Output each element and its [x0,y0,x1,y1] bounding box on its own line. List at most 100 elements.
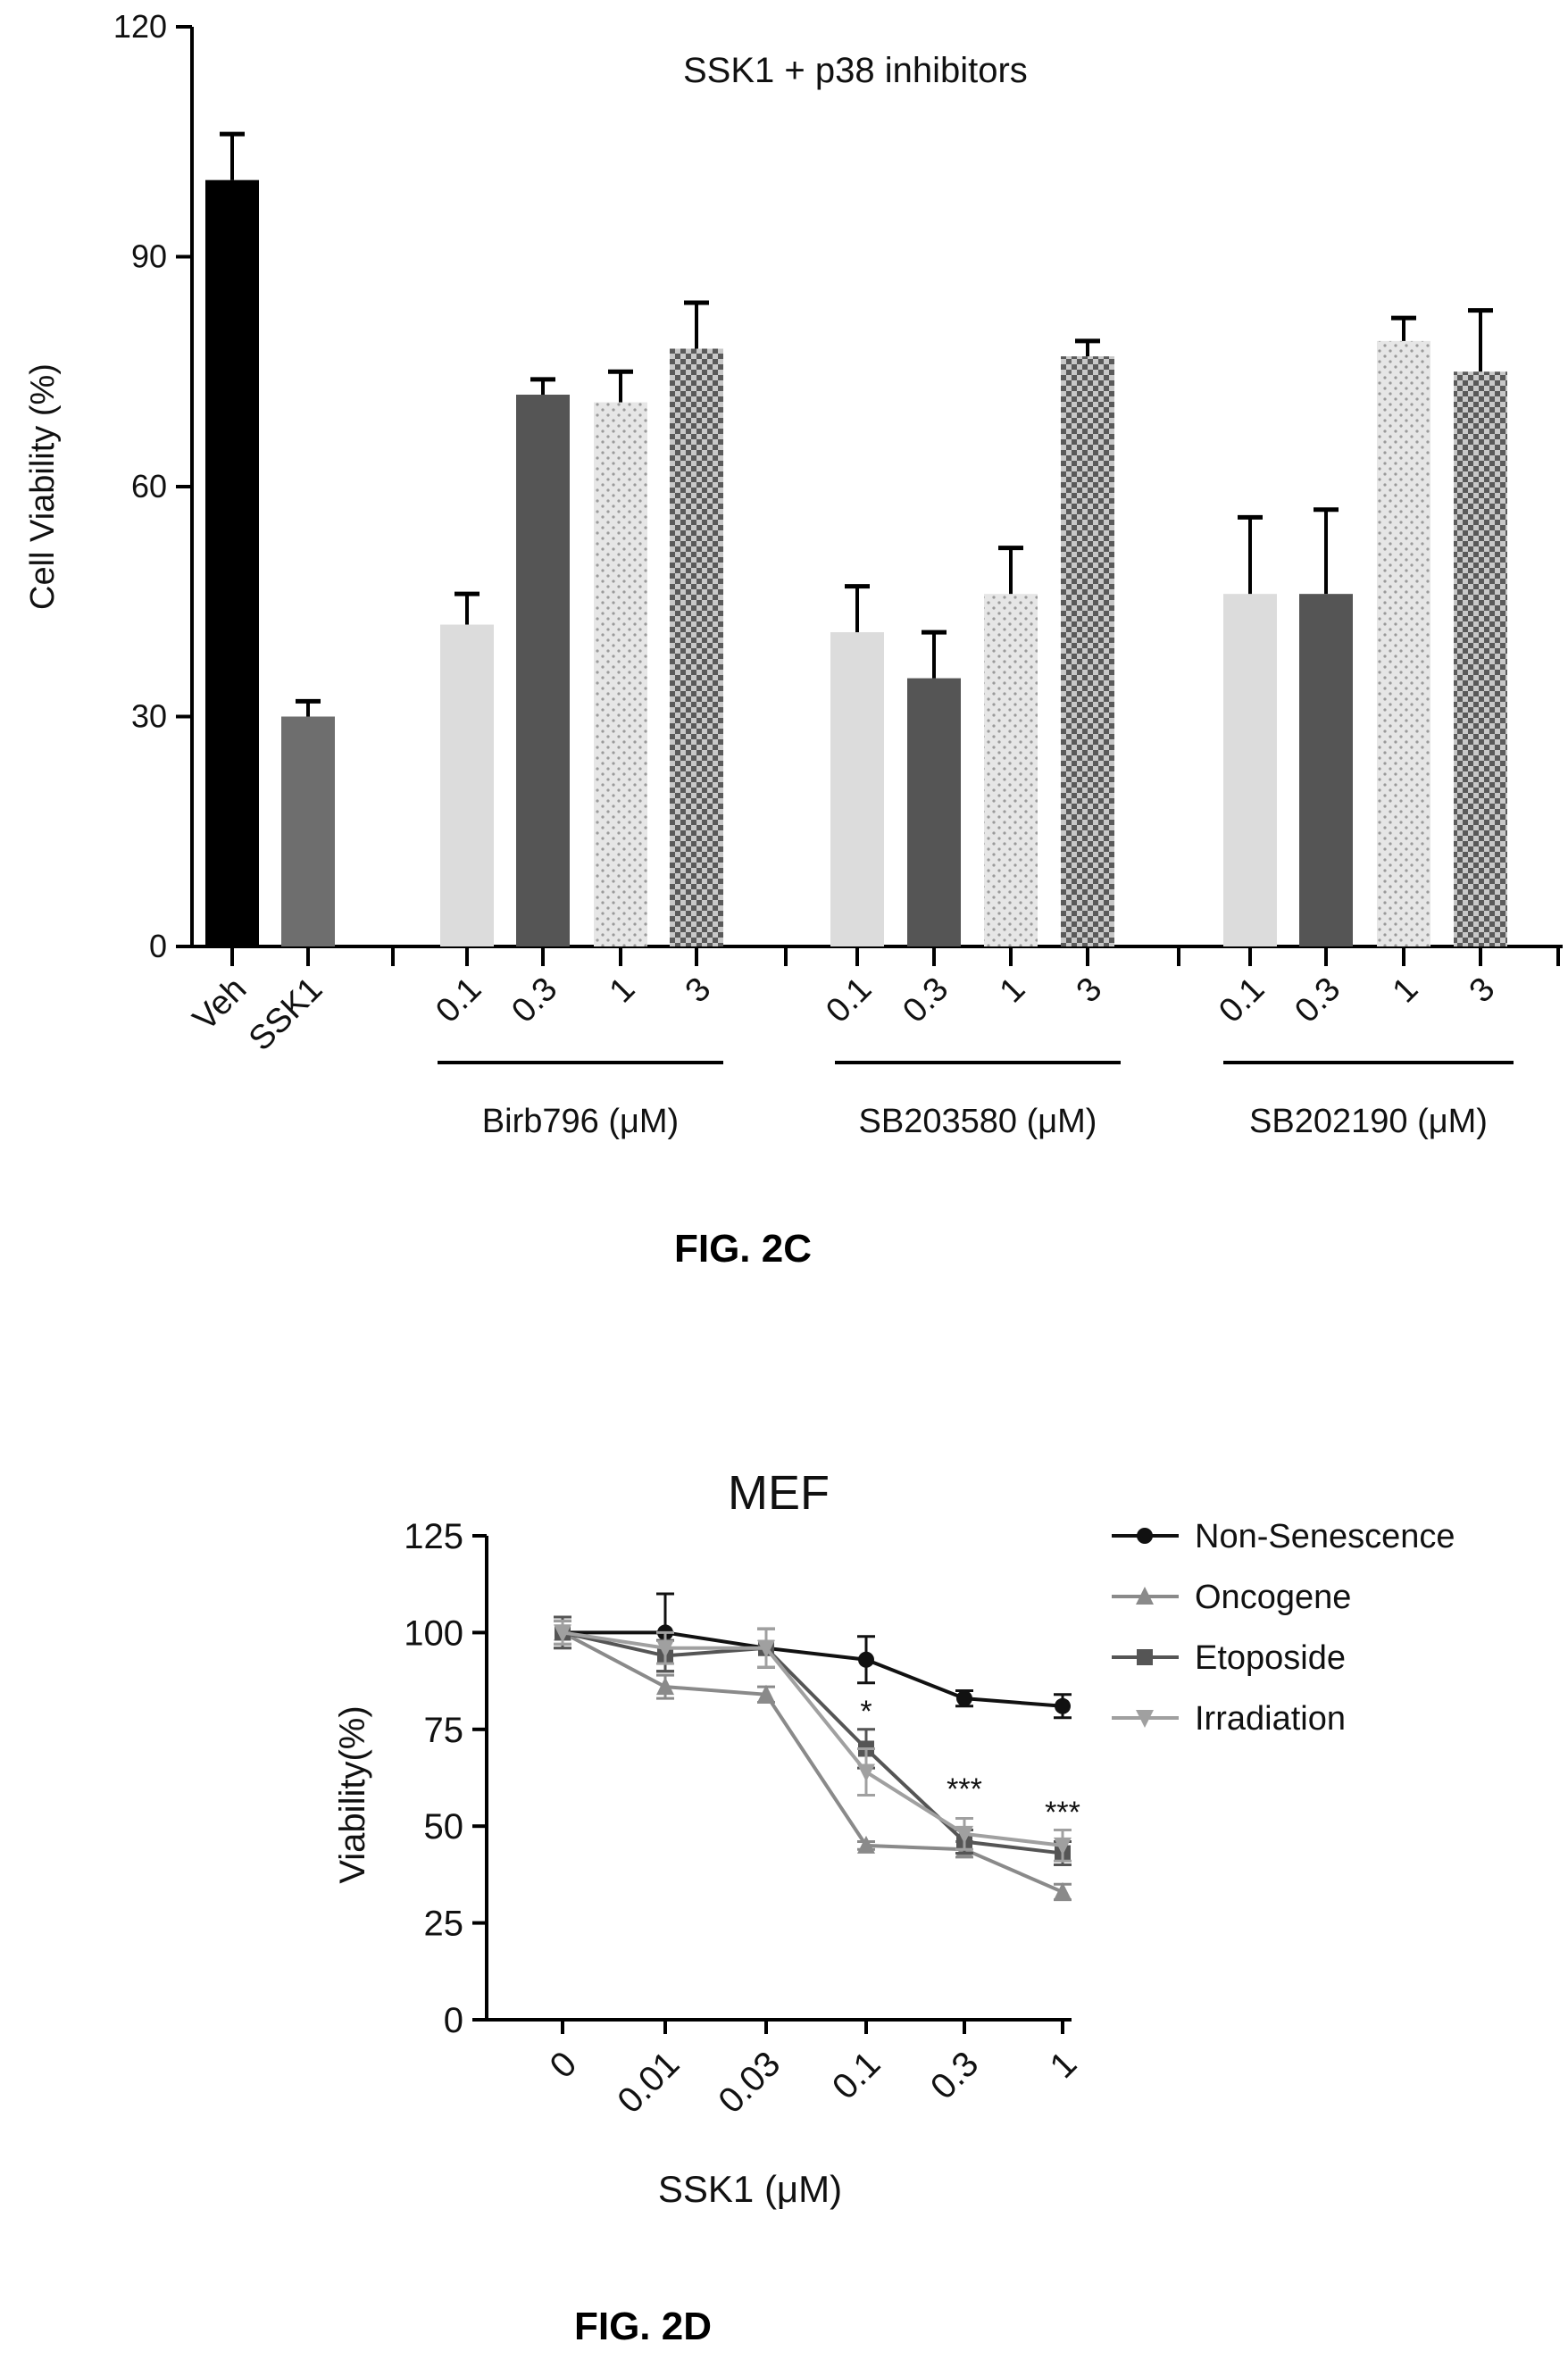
series-line [554,1619,1072,1863]
y-axis-label-2d: Viability(%) [333,1705,372,1883]
chart-title-2d: MEF [728,1466,830,1520]
x-tick-label: 1 [603,971,643,1011]
data-point [1136,1710,1154,1728]
bar [440,624,494,946]
y-tick-label: 120 [113,8,167,45]
x-tick-label: 0.1 [819,971,879,1030]
bars-2c [205,179,1507,947]
x-tick-label: 3 [1070,971,1110,1011]
bar [984,594,1038,946]
data-point [1054,1881,1072,1900]
x-ticks-2d: 0 0.01 0.03 0.1 0.3 1 [543,2020,1085,2121]
y-ticks-2d: 0 25 50 75 100 125 [404,1517,487,2040]
group-label: SB202190 (μM) [1249,1103,1488,1140]
x-tick-label: 0.01 [610,2044,687,2121]
data-point [857,1835,875,1854]
data-point [956,1690,972,1707]
x-tick-label: 1 [1043,2044,1085,2086]
series-path [562,1630,1063,1855]
data-point [656,1639,674,1658]
y-axis-label-2c: Cell Viability (%) [24,363,62,610]
bar [594,402,647,946]
data-point [858,1651,874,1668]
legend-label: Oncogene [1195,1579,1351,1616]
y-tick-label: 30 [131,698,167,735]
y-tick-label: 125 [404,1517,463,1556]
x-ticks-2c [230,946,1560,966]
data-point [1137,1649,1153,1665]
x-axis-label-2d: SSK1 (μM) [658,2168,842,2210]
bar [1454,371,1507,946]
x-tick-label: 3 [679,971,719,1011]
bar [1223,594,1277,946]
y-tick-label: 90 [131,238,167,275]
y-tick-label: 50 [424,1807,464,1847]
series-path [562,1630,1063,1894]
significance-label: * [860,1695,872,1729]
group-label: SB203580 (μM) [859,1103,1097,1140]
series-path [563,1630,1063,1708]
data-point [656,1677,674,1696]
significance-label: *** [947,1772,982,1806]
group-label: Birb796 (μM) [482,1103,679,1140]
bar [516,395,570,946]
series-line [554,1592,1072,1720]
group-labels-2c: Birb796 (μM) SB203580 (μM) SB202190 (μM) [438,1061,1514,1140]
data-point [857,1763,875,1782]
x-tick-label: 0.3 [923,2044,986,2106]
x-tick-label: 0.3 [1288,971,1347,1030]
data-point [757,1639,775,1658]
legend-label: Non-Senescence [1195,1518,1455,1555]
legend-item: Oncogene [1112,1579,1351,1616]
legend-item: Non-Senescence [1112,1518,1455,1555]
bar [1299,594,1353,946]
y-tick-label: 0 [444,2001,463,2040]
x-tick-label: 1 [1386,971,1426,1011]
data-point [1137,1528,1153,1544]
bar [281,716,335,946]
x-tick-label: SSK1 [242,971,329,1058]
y-tick-label: 60 [131,468,167,504]
y-tick-label: 0 [149,928,167,964]
series-line [554,1615,1072,1902]
data-point [554,1624,571,1643]
data-point [1055,1697,1071,1714]
legend-item: Etoposide [1112,1639,1346,1677]
series-2d [554,1592,1072,1902]
y-ticks-2c: 0 30 60 90 120 [113,8,192,964]
legend-label: Irradiation [1195,1700,1346,1738]
significance-label: *** [1045,1796,1080,1830]
x-tick-label: 3 [1463,971,1503,1011]
x-tick-label: 0.03 [711,2044,788,2121]
data-point [757,1684,775,1703]
y-tick-label: 100 [404,1613,463,1653]
bar [1377,340,1430,947]
bar [907,678,961,946]
x-tick-label: 0.3 [896,971,955,1030]
chart-title-2c: SSK1 + p38 inhibitors [683,51,1028,90]
x-tick-label: 0 [543,2044,585,2086]
y-tick-label: 75 [424,1711,464,1750]
x-tick-label: 0.1 [825,2044,888,2106]
bar [670,348,723,946]
legend-2d: Non-Senescence Oncogene Etoposide Irradiati… [1112,1518,1455,1738]
x-tick-label: Veh [186,971,254,1038]
legend-item: Irradiation [1112,1700,1346,1738]
x-tick-label: 0.1 [1212,971,1272,1030]
series-path [562,1630,1063,1847]
data-point [1136,1587,1154,1605]
bar [1061,356,1114,946]
x-tick-label: 0.3 [505,971,564,1030]
annotations-2d: ******* [860,1695,1080,1830]
x-tick-label: 0.1 [429,971,488,1030]
x-tick-label: 1 [993,971,1033,1011]
data-point [955,1825,973,1844]
bar [205,179,259,946]
data-point [1054,1837,1072,1855]
figure-caption-2c: FIG. 2C [674,1227,812,1271]
error-bars-2c [220,131,1493,717]
figure-caption-2d: FIG. 2D [574,2305,712,2348]
